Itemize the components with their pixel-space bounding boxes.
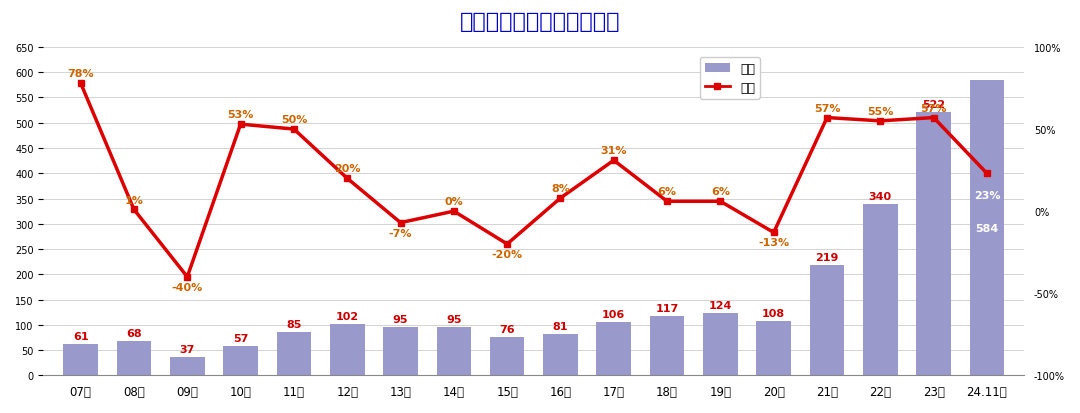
Text: 37: 37 — [179, 344, 195, 354]
Text: 584: 584 — [975, 223, 999, 233]
Text: 57%: 57% — [813, 103, 840, 113]
Text: 0%: 0% — [445, 197, 463, 206]
Bar — [756, 321, 791, 375]
Text: 中国汽车整车历年出口走势: 中国汽车整车历年出口走势 — [460, 12, 620, 32]
Bar — [224, 347, 258, 375]
Bar — [117, 341, 151, 375]
Text: 53%: 53% — [228, 110, 254, 120]
Bar — [490, 337, 525, 375]
Text: 78%: 78% — [67, 69, 94, 79]
Text: 55%: 55% — [867, 107, 893, 116]
Text: 1%: 1% — [124, 195, 144, 205]
Bar — [329, 324, 365, 375]
Text: 68: 68 — [126, 328, 141, 338]
Text: -13%: -13% — [758, 238, 789, 248]
Bar — [810, 265, 845, 375]
Legend: 出口, 增速: 出口, 增速 — [700, 57, 760, 100]
Text: 95: 95 — [393, 315, 408, 325]
Text: 61: 61 — [72, 332, 89, 342]
Text: 50%: 50% — [281, 115, 307, 125]
Text: 108: 108 — [762, 308, 785, 318]
Text: 95: 95 — [446, 315, 461, 325]
Text: -40%: -40% — [172, 282, 203, 292]
Text: 106: 106 — [603, 309, 625, 319]
Bar — [970, 81, 1004, 375]
Text: -7%: -7% — [389, 228, 413, 238]
Text: 31%: 31% — [600, 146, 627, 156]
Text: 102: 102 — [336, 311, 359, 321]
Bar — [64, 344, 98, 375]
Text: 340: 340 — [868, 191, 892, 201]
Text: -20%: -20% — [491, 249, 523, 259]
Bar — [276, 332, 311, 375]
Text: 522: 522 — [922, 100, 945, 109]
Text: 85: 85 — [286, 320, 301, 330]
Bar — [596, 322, 631, 375]
Text: 6%: 6% — [711, 187, 730, 197]
Bar — [650, 316, 685, 375]
Text: 23%: 23% — [974, 190, 1000, 200]
Text: 6%: 6% — [658, 187, 676, 197]
Bar — [916, 112, 951, 375]
Text: 117: 117 — [656, 304, 678, 313]
Text: 124: 124 — [708, 300, 732, 310]
Bar — [543, 335, 578, 375]
Bar — [436, 328, 471, 375]
Text: 57: 57 — [233, 334, 248, 344]
Bar — [170, 357, 204, 375]
Text: 8%: 8% — [551, 184, 570, 194]
Text: 57%: 57% — [920, 103, 947, 113]
Bar — [383, 328, 418, 375]
Text: 76: 76 — [499, 324, 515, 334]
Bar — [863, 204, 897, 375]
Text: 81: 81 — [553, 322, 568, 332]
Bar — [703, 313, 738, 375]
Text: 20%: 20% — [334, 164, 361, 174]
Text: 219: 219 — [815, 252, 839, 262]
